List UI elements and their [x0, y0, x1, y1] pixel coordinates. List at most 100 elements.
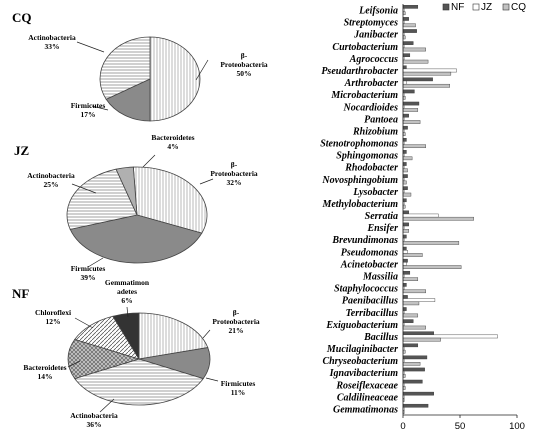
bar-cq: [402, 23, 416, 28]
bar-cq: [402, 192, 412, 197]
bar-nf: [402, 343, 419, 348]
bar-cq: [402, 180, 407, 185]
pie-slice: [67, 338, 141, 380]
slice-label: β-Proteobacteria 50%: [220, 51, 268, 78]
bar-nf: [402, 174, 408, 178]
bar-nf: [402, 162, 407, 166]
bar-cq: [402, 120, 421, 124]
leader-line: [202, 329, 211, 339]
category-label: Agrococcus: [349, 54, 398, 65]
category-label: Pantoea: [364, 114, 398, 125]
bar-cq: [402, 216, 474, 221]
category-label: Massilia: [362, 271, 398, 282]
bar-nf: [402, 113, 409, 118]
pie-slice: [132, 166, 208, 234]
bar-jz: [402, 298, 436, 302]
bar-cq: [402, 144, 426, 149]
category-label: Stenotrophomonas: [320, 139, 398, 150]
bar-cq: [402, 362, 421, 366]
pie-title-jz: JZ: [14, 143, 30, 158]
category-label: Pseudarthrobacter: [321, 66, 398, 77]
slice-label: Actinobacteria 36%: [70, 411, 118, 429]
bar-nf: [402, 17, 409, 21]
leader-line: [205, 377, 219, 382]
bar-cq: [402, 337, 441, 342]
pie-slice: [105, 78, 151, 122]
category-label: Novosphingobium: [321, 175, 398, 186]
x-tick-label: 100: [509, 421, 525, 432]
bar-nf: [402, 125, 408, 130]
category-label: Leifsonia: [358, 6, 398, 17]
slice-label: Actinobacteria 25%: [27, 171, 75, 189]
slice-label: Bacteroidetes 4%: [151, 133, 194, 151]
bar-nf: [402, 41, 414, 45]
bar-nf: [402, 307, 407, 311]
slice-label: Firmicutes 39%: [71, 264, 106, 282]
legend-swatch-cq: [502, 3, 510, 11]
leader-line: [74, 317, 94, 329]
leader-line: [91, 105, 109, 111]
leader-line: [71, 183, 97, 194]
bar-nf: [402, 138, 407, 142]
legend-label: JZ: [481, 2, 492, 13]
slice-label: Actinobacteria 33%: [28, 33, 76, 51]
bar-chart: LeifsoniaStreptomycesJanibacterCurtobact…: [320, 2, 526, 432]
bar-nf: [402, 283, 407, 287]
pie-chart-cq: β-Proteobacteria 50% Firmicutes 17% Actinoba…: [28, 33, 268, 122]
pie-slice: [69, 214, 203, 264]
leader-line: [67, 360, 81, 368]
bar-nf: [402, 355, 428, 360]
category-label: Ensifer: [366, 223, 398, 234]
category-label: Nocardioides: [343, 102, 399, 113]
legend-swatch-nf: [442, 3, 450, 11]
category-label: Mucilaginibacter: [326, 344, 398, 355]
pie-slice: [74, 358, 204, 406]
category-label: Caldilineaceae: [337, 392, 399, 403]
x-tick-label: 50: [455, 421, 466, 432]
bar-cq: [402, 253, 423, 257]
x-tick-label: 0: [400, 421, 405, 432]
leader-line: [195, 59, 209, 81]
bar-nf: [402, 101, 420, 106]
category-label: Ignavibacterium: [329, 368, 399, 379]
category-label: Staphylococcus: [334, 284, 398, 295]
bar-nf: [402, 367, 425, 372]
bar-jz: [402, 334, 498, 339]
bar-jz: [402, 68, 457, 73]
bar-nf: [402, 295, 408, 299]
category-label: Methylobacterium: [321, 199, 398, 210]
category-label: Acinetobacter: [340, 259, 398, 270]
bar-nf: [402, 53, 411, 57]
legend-label: NF: [451, 2, 464, 13]
leader-line: [87, 257, 104, 268]
category-label: Janibacter: [353, 30, 398, 41]
bar-nf: [402, 246, 407, 251]
bar-jz: [402, 80, 407, 85]
pie-slice: [149, 36, 201, 122]
bar-nf: [402, 258, 408, 263]
category-label: Curtobacterium: [332, 42, 398, 53]
pie-slice: [112, 312, 140, 361]
bar-cq: [402, 47, 426, 52]
category-label: Exiguobacterium: [325, 320, 398, 331]
category-label: Arthrobacter: [344, 78, 398, 89]
bar-cq: [402, 265, 462, 269]
bar-cq: [402, 313, 419, 318]
bar-nf: [402, 29, 417, 33]
slice-label: Firmicutes 11%: [221, 379, 256, 397]
pie-slice: [66, 168, 138, 230]
bar-nf: [402, 331, 434, 336]
bar-cq: [402, 59, 429, 64]
slice-label: Chloroflexi 12%: [35, 308, 71, 326]
bar-cq: [402, 229, 409, 233]
bar-cq: [402, 156, 413, 161]
bar-jz: [402, 262, 407, 266]
slice-label: Gemmatimon adetes 6%: [105, 278, 150, 305]
category-label: Streptomyces: [344, 18, 399, 29]
bar-nf: [402, 77, 433, 82]
legend-label: CQ: [511, 2, 526, 13]
bar-cq: [402, 71, 452, 76]
leader-line: [142, 154, 156, 168]
bar-nf: [402, 270, 411, 275]
